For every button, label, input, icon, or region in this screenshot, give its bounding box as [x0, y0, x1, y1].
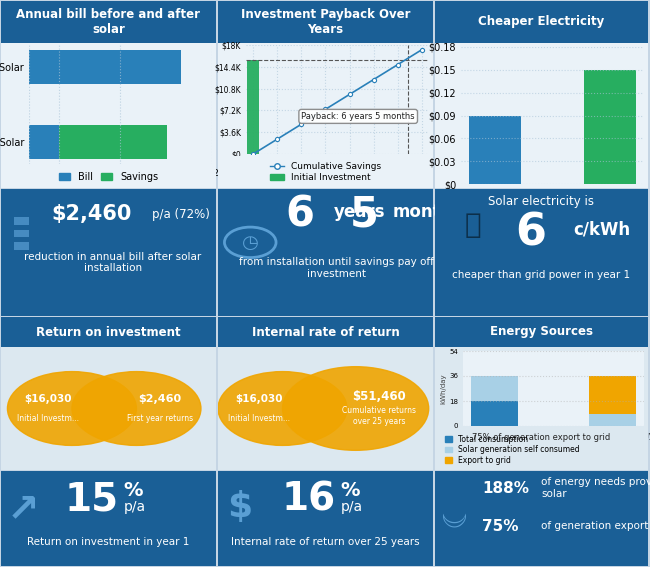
Text: cheaper than grid power in year 1: cheaper than grid power in year 1 — [452, 270, 630, 280]
Text: Return on investment in year 1: Return on investment in year 1 — [27, 538, 190, 547]
Text: 75%: 75% — [482, 519, 518, 534]
Text: 75% of generation export to grid: 75% of generation export to grid — [473, 433, 610, 442]
Text: Initial Investm...: Initial Investm... — [228, 414, 290, 423]
Text: c/kWh: c/kWh — [573, 221, 630, 239]
Legend: Bill, Savings: Bill, Savings — [58, 172, 159, 182]
Circle shape — [283, 367, 429, 450]
Text: from installation until savings pay off
investment: from installation until savings pay off … — [239, 257, 434, 278]
Bar — [14, 230, 29, 237]
Text: 16: 16 — [281, 480, 335, 518]
Legend: Cumulative Savings, Initial Investment: Cumulative Savings, Initial Investment — [270, 162, 381, 182]
X-axis label: Years after installation: Years after installation — [279, 171, 396, 180]
Bar — [589, 413, 636, 426]
Text: Cheaper Electricity: Cheaper Electricity — [478, 15, 604, 28]
Text: 15: 15 — [64, 480, 118, 518]
Bar — [14, 217, 29, 225]
Text: Solar electricity is: Solar electricity is — [489, 195, 595, 208]
Bar — [471, 376, 518, 401]
Bar — [469, 116, 521, 184]
Bar — [29, 125, 60, 159]
Text: p/a: p/a — [124, 500, 146, 514]
Text: Cumulative returns
over 25 years: Cumulative returns over 25 years — [343, 406, 416, 426]
Text: months: months — [392, 203, 462, 221]
Bar — [29, 50, 181, 84]
Circle shape — [72, 371, 201, 446]
Bar — [14, 242, 29, 250]
Text: $16,030: $16,030 — [235, 393, 283, 404]
Text: 6: 6 — [515, 212, 547, 255]
Text: $: $ — [227, 490, 252, 524]
Text: of energy needs provided by
solar: of energy needs provided by solar — [541, 477, 650, 499]
Text: $2,460: $2,460 — [138, 393, 181, 404]
Text: $51,460: $51,460 — [352, 390, 406, 403]
Text: Internal rate of return: Internal rate of return — [252, 325, 399, 338]
Legend: Total consumption, Solar generation self consumed, Export to grid: Total consumption, Solar generation self… — [443, 433, 582, 466]
Text: Investment Payback Over
Years: Investment Payback Over Years — [240, 8, 410, 36]
Text: ↗: ↗ — [6, 490, 39, 528]
Y-axis label: kWh/day: kWh/day — [440, 373, 447, 404]
Text: years: years — [334, 203, 385, 221]
Circle shape — [218, 371, 347, 446]
Circle shape — [7, 371, 136, 446]
Bar — [247, 60, 259, 154]
Text: p/a: p/a — [341, 500, 363, 514]
Text: Initial Investm...: Initial Investm... — [18, 414, 79, 423]
Text: 6: 6 — [285, 193, 314, 235]
Bar — [471, 401, 518, 426]
Text: 5: 5 — [350, 193, 379, 235]
Text: of generation export to the grid: of generation export to the grid — [541, 521, 650, 531]
Text: Return on investment: Return on investment — [36, 325, 181, 338]
Text: ◷: ◷ — [242, 233, 259, 252]
Text: ☾: ☾ — [442, 500, 471, 527]
Text: 🐷: 🐷 — [465, 210, 482, 239]
Text: Internal rate of return over 25 years: Internal rate of return over 25 years — [231, 538, 420, 547]
Text: reduction in annual bill after solar
installation: reduction in annual bill after solar ins… — [24, 252, 202, 273]
Text: p/a (72%): p/a (72%) — [151, 208, 209, 221]
Text: 188%: 188% — [482, 481, 529, 496]
Text: Annual bill before and after
solar: Annual bill before and after solar — [16, 8, 200, 36]
Text: %: % — [124, 480, 143, 500]
Text: First year returns: First year returns — [127, 414, 193, 423]
Text: $2,460: $2,460 — [51, 204, 131, 225]
Text: Payback: 6 years 5 months: Payback: 6 years 5 months — [302, 112, 415, 121]
Text: $16,030: $16,030 — [25, 393, 72, 404]
Bar — [60, 125, 166, 159]
Text: %: % — [341, 480, 360, 500]
Text: Energy Sources: Energy Sources — [490, 325, 593, 338]
Bar — [584, 70, 636, 184]
Bar — [589, 376, 636, 413]
